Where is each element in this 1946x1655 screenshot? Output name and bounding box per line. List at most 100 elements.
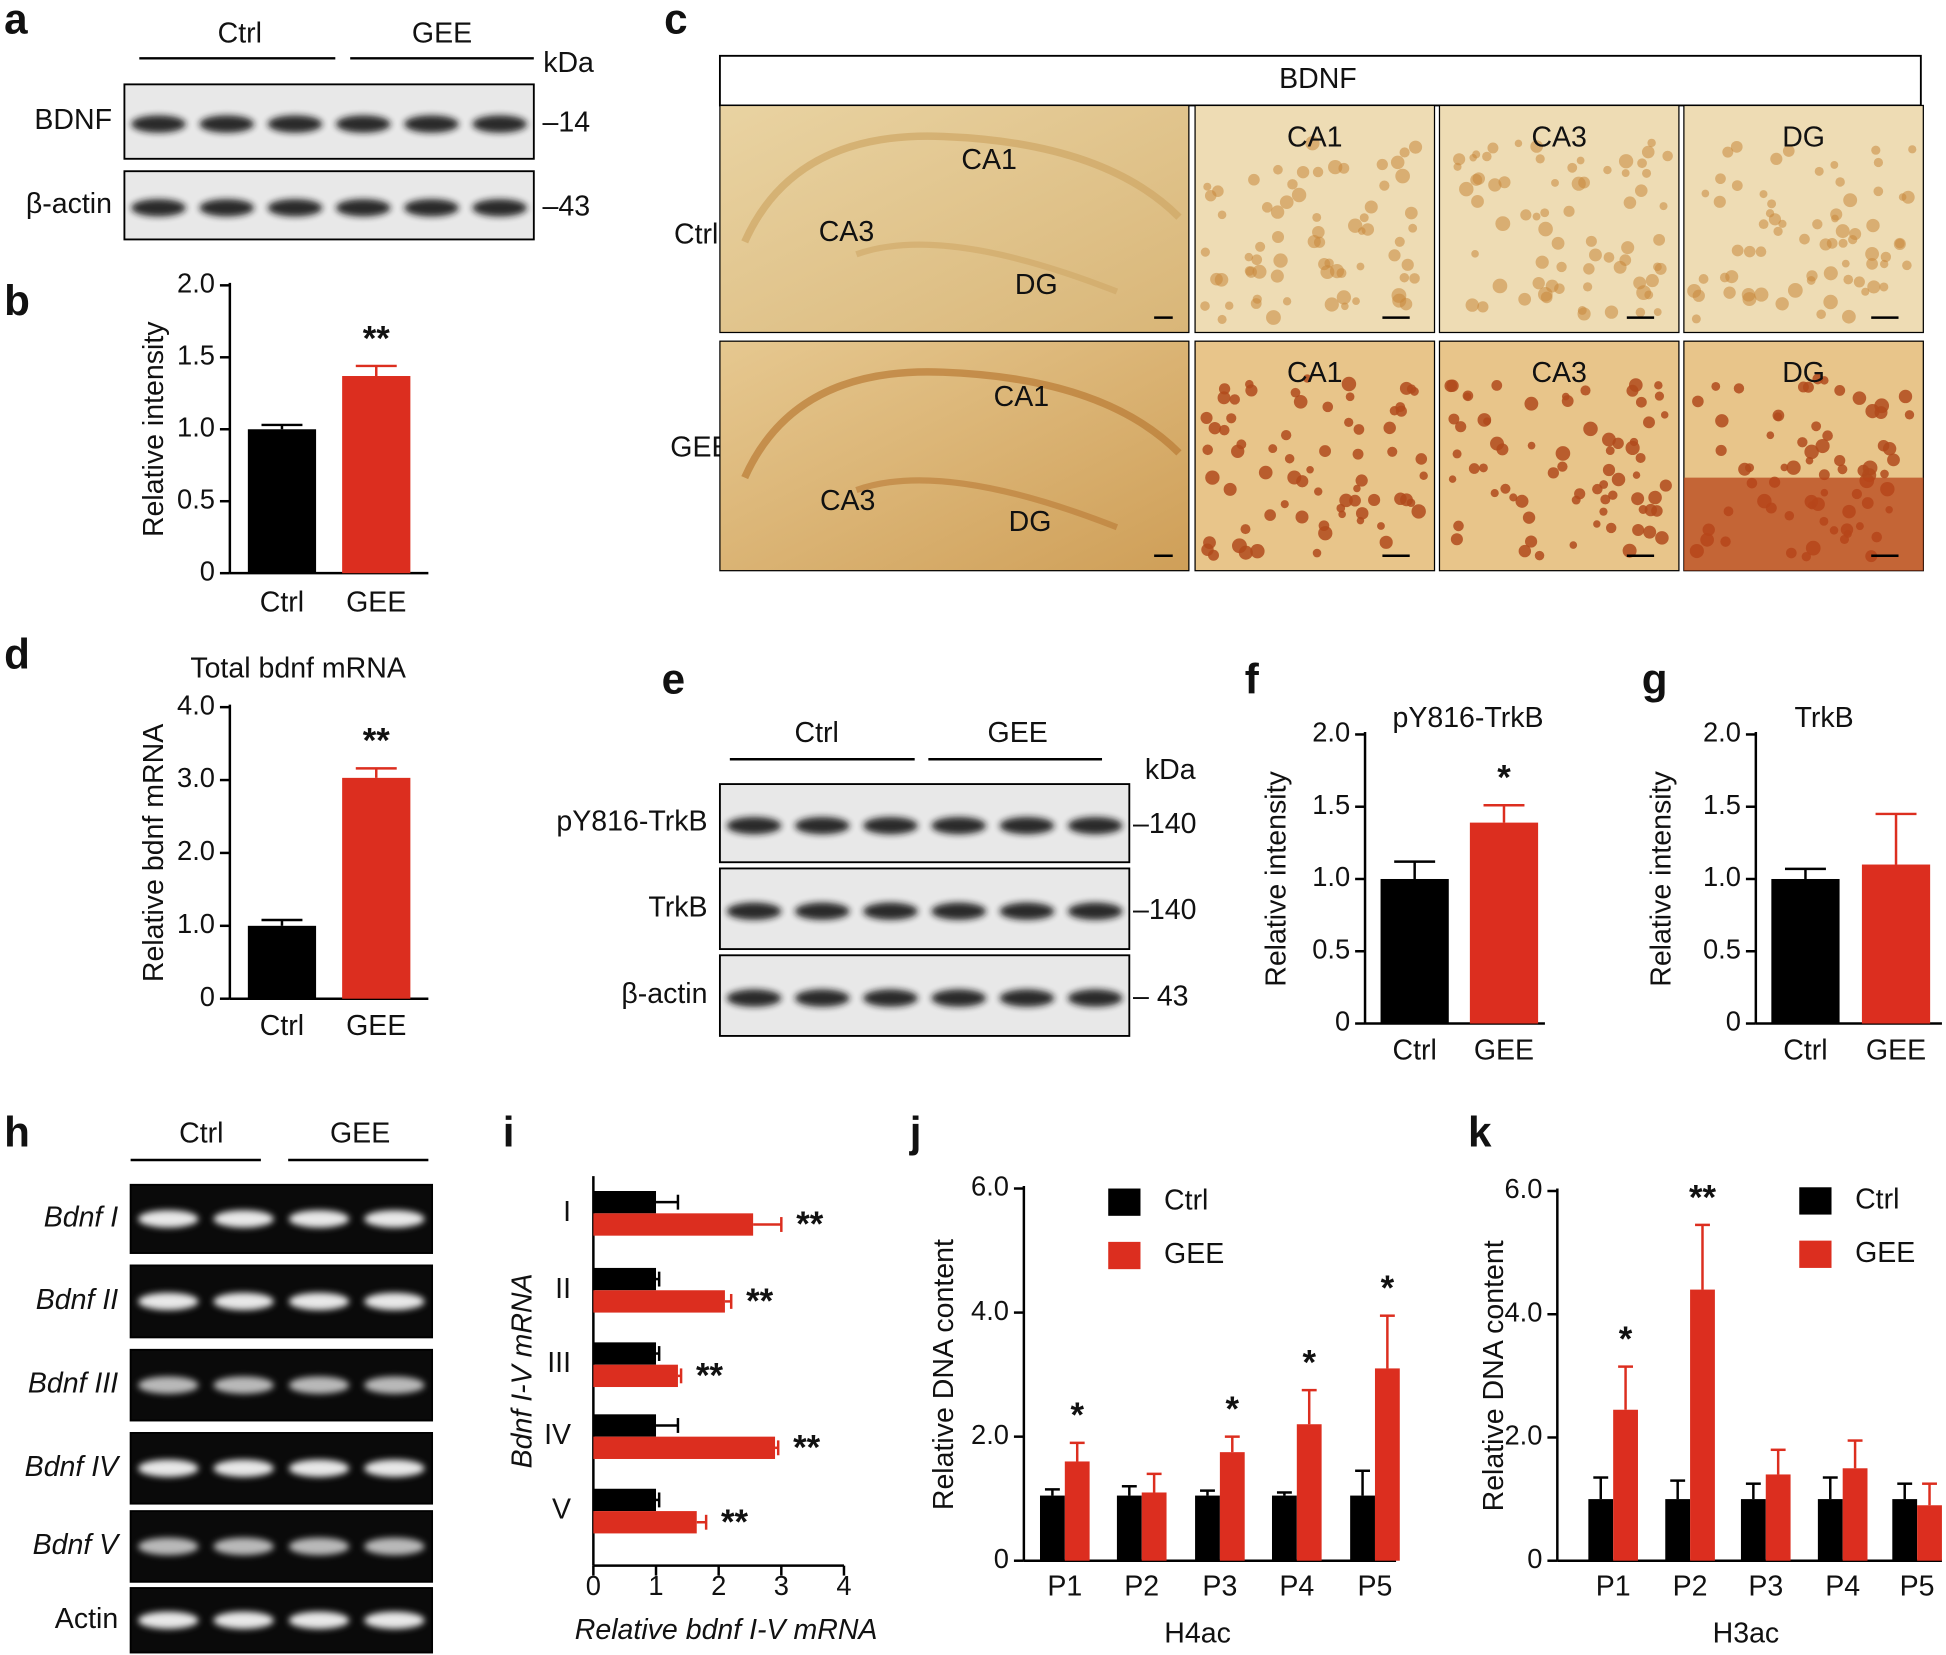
x-tick-label: GEE <box>346 1010 406 1042</box>
cell <box>1561 395 1574 407</box>
cell <box>1411 504 1426 519</box>
cell <box>1471 195 1484 208</box>
cell <box>1659 479 1672 492</box>
cell <box>1849 227 1862 240</box>
cell <box>1871 145 1881 155</box>
y-axis-label: Bdnf I-V mRNA <box>506 1273 538 1468</box>
x-axis-label: H4ac <box>1164 1618 1231 1650</box>
band <box>364 1292 425 1311</box>
cell <box>1773 226 1783 236</box>
region-label: CA1 <box>1287 357 1342 389</box>
cell <box>1312 166 1324 178</box>
cell <box>1797 381 1809 393</box>
cell <box>1635 307 1646 318</box>
cell <box>1353 484 1361 493</box>
band <box>364 1376 425 1394</box>
cell <box>1214 273 1229 287</box>
region-label: CA3 <box>1531 121 1586 153</box>
region-label: DG <box>1009 506 1052 538</box>
cell <box>1853 276 1865 288</box>
band <box>213 1459 274 1477</box>
x-tick-label: 1 <box>648 1570 663 1601</box>
cell <box>1759 190 1768 199</box>
cell <box>1823 294 1838 310</box>
cell <box>1655 531 1669 545</box>
bar <box>247 925 317 999</box>
significance: ** <box>746 1283 774 1321</box>
cell <box>1722 146 1734 158</box>
region-label: CA3 <box>1531 357 1586 389</box>
legend-label: Ctrl <box>1164 1185 1208 1217</box>
y-tick-label: 3.0 <box>177 762 215 793</box>
cell <box>1866 218 1880 233</box>
y-tick-label: 4.0 <box>177 689 215 720</box>
cell <box>1352 448 1364 460</box>
bar <box>1116 1495 1142 1561</box>
chart-title: Total bdnf mRNA <box>190 652 406 684</box>
significance: ** <box>363 723 391 761</box>
x-axis-label: H3ac <box>1713 1618 1780 1650</box>
band <box>138 1459 199 1477</box>
bar <box>593 1436 776 1459</box>
cell <box>1841 259 1850 268</box>
bar <box>1350 1495 1375 1561</box>
cell <box>1250 544 1265 559</box>
cell <box>1395 168 1410 184</box>
bar <box>342 777 411 999</box>
cell <box>1291 187 1307 203</box>
cell <box>1882 442 1897 456</box>
significance: * <box>1381 1270 1395 1308</box>
band <box>472 199 527 217</box>
y-tick-label: IV <box>544 1419 571 1451</box>
cell <box>1599 507 1608 516</box>
cell <box>1527 441 1536 450</box>
x-tick-label: P3 <box>1202 1571 1237 1603</box>
row-label: pY816-TrkB <box>556 806 707 838</box>
region-label: CA1 <box>994 381 1049 413</box>
cell <box>1852 391 1867 405</box>
band <box>364 1611 425 1629</box>
row-label: Bdnf I <box>44 1201 119 1233</box>
band <box>131 199 186 217</box>
y-tick-label: 0 <box>1527 1543 1542 1574</box>
cell <box>1240 524 1251 535</box>
cell <box>1820 376 1829 385</box>
cell <box>1662 150 1673 162</box>
cell <box>1838 238 1848 248</box>
cell <box>1399 272 1410 283</box>
cell <box>1344 417 1354 428</box>
x-tick-label: GEE <box>1474 1035 1534 1067</box>
cell <box>1495 216 1511 232</box>
cell <box>1580 385 1591 396</box>
tissue-layer <box>741 368 1182 480</box>
cell <box>1296 165 1310 179</box>
bar <box>342 376 411 574</box>
y-tick-label: 1.0 <box>1312 861 1350 892</box>
cell <box>1408 223 1418 233</box>
tissue-layer <box>855 477 1119 531</box>
cell <box>1376 158 1388 171</box>
cell <box>1830 161 1839 169</box>
cell <box>1621 241 1635 255</box>
cell <box>1806 276 1816 285</box>
cell <box>1401 258 1414 271</box>
cell <box>1692 395 1704 408</box>
band <box>1067 816 1123 835</box>
cell <box>1252 264 1267 279</box>
chart-title: TrkB <box>1795 702 1854 734</box>
band <box>999 902 1055 920</box>
band <box>863 816 918 835</box>
cell <box>1534 550 1545 561</box>
cell <box>1755 246 1767 258</box>
row-label: Bdnf II <box>36 1284 119 1316</box>
band <box>199 115 255 133</box>
cell <box>1279 195 1294 210</box>
y-tick-label: 4.0 <box>1505 1296 1543 1327</box>
cell <box>1574 488 1586 500</box>
band <box>335 199 391 217</box>
y-tick-label: 0 <box>200 555 215 586</box>
band <box>199 199 255 217</box>
cell <box>1280 429 1292 441</box>
bar <box>1740 1499 1766 1561</box>
cell <box>1217 314 1227 324</box>
